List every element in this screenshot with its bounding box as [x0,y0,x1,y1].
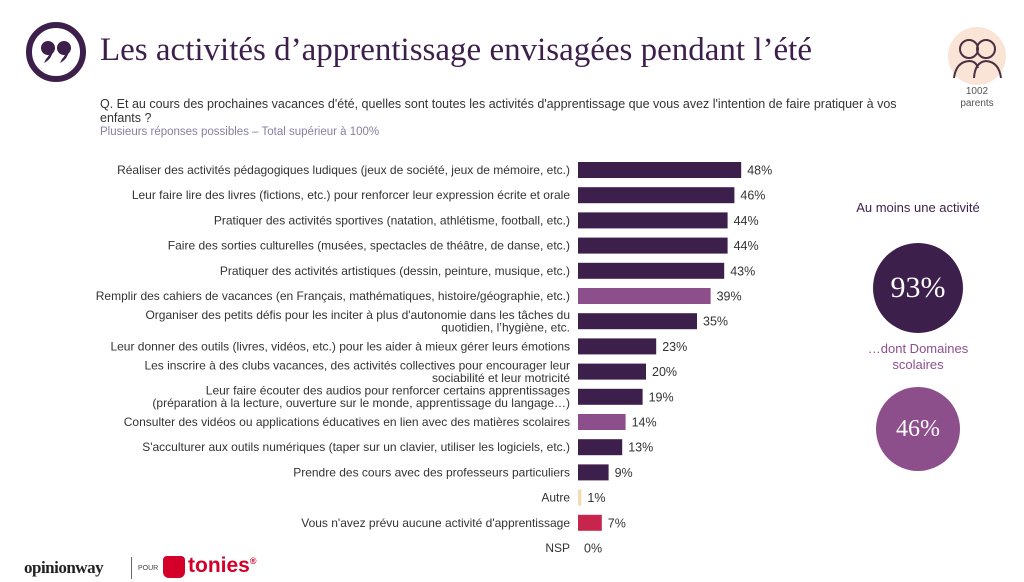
footer-divider [131,557,132,579]
category-label-line: Prendre des cours avec des professeurs p… [293,465,570,479]
value-label-4: 43% [730,264,755,278]
value-label-5: 39% [717,290,742,304]
value-label-15: 0% [584,542,602,556]
category-label-12: Prendre des cours avec des professeurs p… [293,465,570,479]
sample-size: 1002 parents [940,26,1014,110]
bar-10 [578,414,626,430]
quote-icon [26,22,86,82]
value-label-8: 20% [652,365,677,379]
category-label-line: NSP [545,541,570,555]
page-title: Les activités d’apprentissage envisagées… [100,32,812,68]
category-label-line: Réaliser des activités pédagogiques ludi… [117,163,570,177]
category-label-line: Autre [541,491,570,505]
category-label-1: Leur faire lire des livres (fictions, et… [132,188,571,202]
opinionway-logo: opinionway [24,558,104,577]
bar-0 [578,162,742,178]
category-label-10: Consulter des vidéos ou applications édu… [124,415,570,429]
bar-14 [578,514,602,531]
category-label-7: Leur donner des outils (livres, vidéos, … [110,339,570,353]
category-label-2: Pratiquer des activités sportives (natat… [214,213,570,227]
tonies-name: tonies [188,554,250,577]
kpi-label-any: Au moins une activité [856,200,980,215]
category-label-0: Réaliser des activités pédagogiques ludi… [117,163,570,177]
value-label-1: 46% [740,189,765,203]
sample-n: 1002 [965,86,989,97]
question-text: Q. Et au cours des prochaines vacances d… [100,97,897,125]
value-label-11: 13% [628,441,653,455]
category-label-line: quotidien, l’hygiène, etc. [441,320,570,334]
value-label-14: 7% [608,516,626,530]
bar-6 [578,313,697,330]
value-label-9: 19% [649,390,674,404]
tonies-mark: ® [249,556,257,566]
category-label-6: Organiser des petits défis pour les inci… [145,308,570,335]
kpi-label-school: …dont Domaines scolaires [867,341,969,372]
category-label-14: Vous n'avez prévu aucune activité d'appr… [301,516,570,530]
value-label-6: 35% [703,315,728,329]
bar-9 [578,388,643,405]
value-label-3: 44% [734,239,759,253]
tonies-logo-icon [163,556,185,578]
category-label-line: S'acculturer aux outils numériques (tape… [142,440,570,454]
category-label-line: Les inscrire à des clubs vacances, des a… [144,358,570,372]
value-label-13: 1% [587,491,605,505]
bar-3 [578,237,728,254]
value-label-2: 44% [734,214,759,228]
value-label-10: 14% [632,416,657,430]
category-label-line: Organiser des petits défis pour les inci… [145,308,570,322]
category-label-line: Leur faire lire des livres (fictions, et… [132,188,571,202]
footer-pour: POUR [138,565,159,572]
bar-12 [578,464,609,481]
tonies-logo: tonies® [188,554,256,578]
bar-7 [578,338,657,355]
parents-icon [948,27,1006,85]
category-label-5: Remplir des cahiers de vacances (en Fran… [96,289,570,303]
kpi-circle-any: 93% [873,243,963,333]
value-label-7: 23% [662,340,687,354]
category-label-11: S'acculturer aux outils numériques (tape… [142,440,570,454]
bar-1 [578,187,735,204]
category-label-line: Remplir des cahiers de vacances (en Fran… [96,289,570,303]
kpi-circle-school: 46% [876,387,960,471]
category-label-9: Leur faire écouter des audios pour renfo… [152,384,570,411]
category-label-3: Faire des sorties culturelles (musées, s… [168,239,570,253]
category-label-line: (préparation à la lecture, ouverture sur… [152,396,570,410]
category-label-13: Autre [541,491,570,505]
category-label-line: Leur faire écouter des audios pour renfo… [206,384,570,398]
category-label-4: Pratiquer des activités artistiques (des… [220,264,570,278]
value-label-12: 9% [615,466,633,480]
bar-4 [578,262,725,279]
bar-8 [578,363,646,380]
bar-chart: 48% Réaliser des activités pédagogiques l… [96,162,772,556]
category-label-line: Vous n'avez prévu aucune activité d'appr… [301,516,570,530]
note-text: Plusieurs réponses possibles – Total sup… [100,126,380,138]
category-label-line: Faire des sorties culturelles (musées, s… [168,239,570,253]
category-label-15: NSP [545,541,570,555]
bar-5 [578,288,711,304]
category-label-line: Consulter des vidéos ou applications édu… [124,415,570,429]
bar-13 [578,489,582,506]
category-label-line: Pratiquer des activités sportives (natat… [214,213,570,227]
category-label-8: Les inscrire à des clubs vacances, des a… [144,358,570,385]
bar-11 [578,439,623,456]
category-label-line: Leur donner des outils (livres, vidéos, … [110,339,570,353]
category-label-line: sociabilité et leur motricité [432,371,570,385]
value-label-0: 48% [747,164,772,178]
bar-2 [578,212,728,229]
category-label-line: Pratiquer des activités artistiques (des… [220,264,570,278]
sample-label: parents [960,98,994,109]
